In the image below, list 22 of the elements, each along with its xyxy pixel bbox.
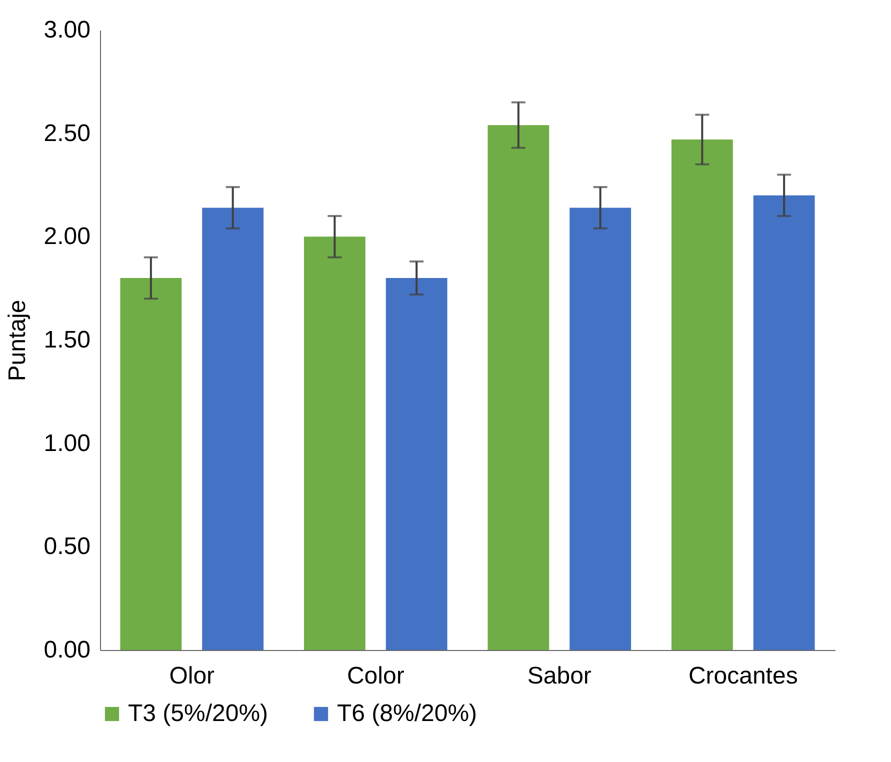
y-tick-label: 2.50 (44, 120, 90, 147)
y-tick-label: 3.00 (44, 16, 90, 44)
legend-label: T3 (5%/20%) (128, 700, 268, 727)
y-tick-label: 1.50 (44, 326, 90, 354)
bar (570, 208, 632, 650)
y-axis-title: Puntaje (4, 300, 31, 382)
bar (753, 195, 815, 650)
bar (304, 236, 366, 650)
y-tick-label: 0.00 (44, 636, 90, 664)
bar (488, 125, 550, 650)
y-tick-label: 1.00 (44, 430, 90, 457)
bar (386, 278, 448, 650)
legend-label: T6 (8%/20%) (337, 700, 478, 727)
x-tick-label: Color (346, 662, 404, 690)
x-tick-label: Olor (169, 662, 215, 690)
bar (671, 140, 733, 650)
x-tick-label: Crocantes (688, 662, 798, 690)
y-tick-label: 2.00 (44, 223, 90, 250)
bar (120, 278, 182, 650)
y-tick-label: 0.50 (44, 533, 90, 560)
bar (202, 208, 264, 650)
x-tick-label: Sabor (527, 662, 592, 690)
